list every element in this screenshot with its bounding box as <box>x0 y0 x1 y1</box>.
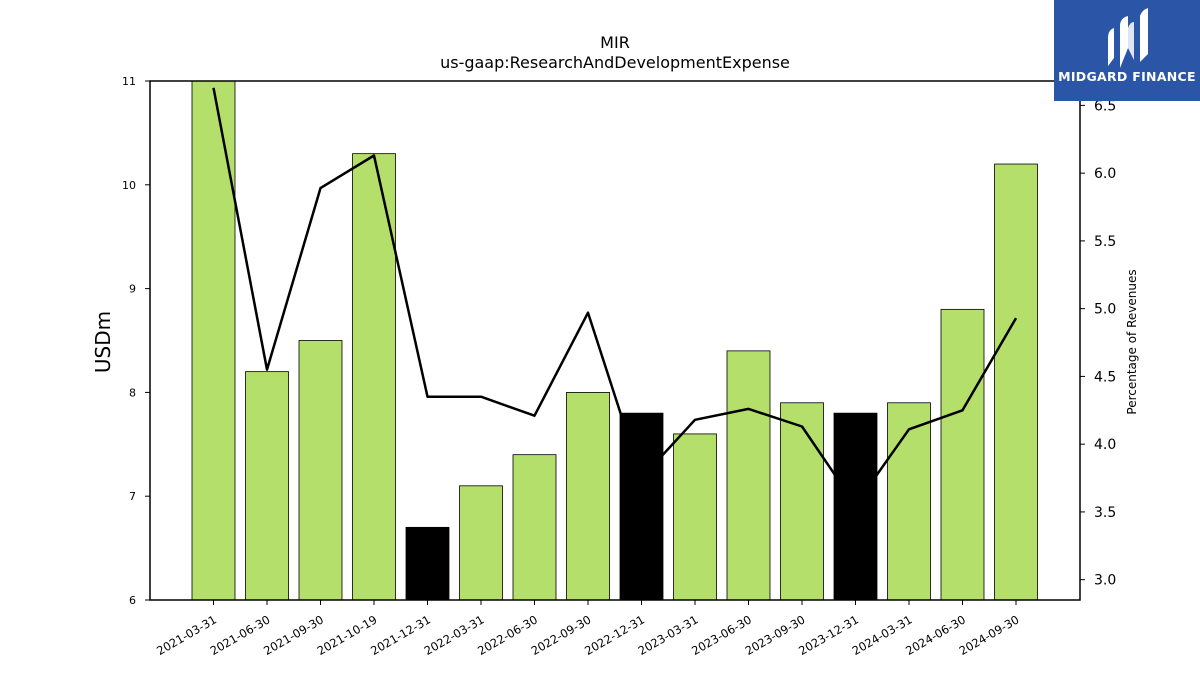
x-tick-label-2022-03-31: 2022-03-31 <box>422 612 487 658</box>
bar-2021-09-30 <box>298 340 343 601</box>
bar-2022-09-30 <box>566 391 610 601</box>
bar-2021-10-19 <box>352 153 396 601</box>
bar-2022-06-30 <box>512 454 557 601</box>
bar-2024-09-30 <box>994 163 1038 601</box>
x-tick-label-2023-12-31: 2023-12-31 <box>796 612 861 658</box>
y-axis-label: USDm <box>91 311 115 373</box>
x-tick-label-2021-09-30: 2021-09-30 <box>261 612 326 658</box>
x-tick-label-2021-12-31: 2021-12-31 <box>368 612 433 658</box>
y-tick-label-11: 11 <box>122 75 136 88</box>
y2-tick-label-3.0: 3.0 <box>1094 573 1116 589</box>
y2-tick-label-4.5: 4.5 <box>1094 369 1116 385</box>
bar-2021-12-31 <box>405 526 450 601</box>
y2-tick-label-3.5: 3.5 <box>1094 505 1116 521</box>
bar-2022-12-31 <box>619 412 664 601</box>
bar-2022-03-31 <box>459 485 503 601</box>
plot-frame <box>149 80 1081 601</box>
y-tick-label-10: 10 <box>122 179 136 192</box>
y2-axis-label: Percentage of Revenues <box>1125 269 1139 414</box>
chart-subtitle: us-gaap:ResearchAndDevelopmentExpense <box>440 53 790 72</box>
x-tick-label-2024-09-30: 2024-09-30 <box>957 612 1022 658</box>
x-tick-label-2023-09-30: 2023-09-30 <box>743 612 808 658</box>
x-tick-label-2021-06-30: 2021-06-30 <box>208 612 273 658</box>
x-tick-label-2024-03-31: 2024-03-31 <box>850 612 915 658</box>
bar-2021-06-30 <box>245 371 289 601</box>
bar-2023-12-31 <box>833 412 878 601</box>
y2-tick-label-6.0: 6.0 <box>1094 166 1116 182</box>
logo-text: MIDGARD FINANCE <box>1058 69 1196 84</box>
y-tick-label-7: 7 <box>129 490 136 503</box>
y2-tick-label-5.5: 5.5 <box>1094 234 1116 250</box>
x-tick-label-2021-03-31: 2021-03-31 <box>154 612 219 658</box>
y2-tick-label-5.0: 5.0 <box>1094 302 1116 318</box>
bar-2021-03-31 <box>191 80 236 601</box>
x-tick-label-2023-06-30: 2023-06-30 <box>689 612 754 658</box>
y2-tick-label-6.5: 6.5 <box>1094 98 1116 114</box>
x-tick-label-2024-06-30: 2024-06-30 <box>903 612 968 658</box>
x-tick-label-2022-12-31: 2022-12-31 <box>582 612 647 658</box>
brand-logo: MIDGARD FINANCE <box>1054 0 1200 101</box>
bar-2023-03-31 <box>673 433 717 601</box>
x-tick-label-2023-03-31: 2023-03-31 <box>636 612 701 658</box>
x-tick-label-2022-09-30: 2022-09-30 <box>529 612 594 658</box>
bar-2023-06-30 <box>726 350 771 601</box>
x-tick-label-2021-10-19: 2021-10-19 <box>315 612 380 658</box>
y2-tick-label-4.0: 4.0 <box>1094 437 1116 453</box>
y-tick-label-8: 8 <box>129 386 136 399</box>
y-tick-label-6: 6 <box>129 594 136 607</box>
bar-2024-03-31 <box>887 402 931 601</box>
bar-2023-09-30 <box>780 402 824 601</box>
bar-2024-06-30 <box>940 308 985 601</box>
chart-title: MIR <box>600 33 630 52</box>
percentage-line <box>212 87 1018 507</box>
logo-mark-icon <box>1108 8 1148 68</box>
x-tick-label-2022-06-30: 2022-06-30 <box>475 612 540 658</box>
y-tick-label-9: 9 <box>129 283 136 296</box>
